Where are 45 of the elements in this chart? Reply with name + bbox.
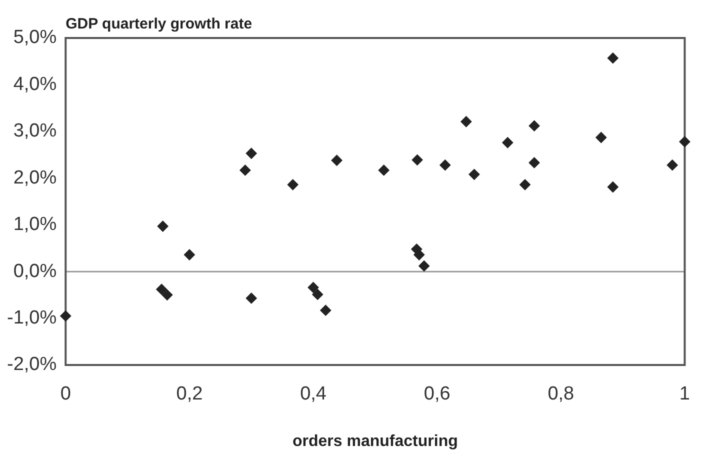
point — [308, 282, 319, 293]
point — [607, 182, 618, 193]
point — [460, 116, 472, 128]
point — [312, 288, 324, 300]
point — [666, 160, 678, 171]
x-tick-label: 0,6 — [424, 384, 450, 405]
y-tick-label: 0,0% — [13, 260, 57, 282]
point — [414, 249, 425, 260]
point — [60, 310, 72, 322]
point — [607, 52, 618, 64]
point — [596, 132, 607, 143]
y-tick-label: 3,0% — [13, 120, 57, 142]
point — [156, 284, 168, 295]
x-tick-label: 0,2 — [176, 384, 203, 405]
y-tick-label: 2,0% — [13, 167, 57, 188]
x-tick-label: 0,4 — [300, 384, 327, 405]
x-tick-label: 1 — [679, 384, 690, 405]
y-tick-label: 4,0% — [13, 74, 57, 95]
point — [418, 260, 430, 272]
point — [246, 292, 257, 304]
point — [412, 154, 423, 166]
y-tick-label: -1,0% — [6, 308, 57, 329]
point — [468, 168, 480, 180]
point — [184, 249, 195, 260]
y-tick-label: 1,0% — [13, 214, 57, 236]
x-axis-title: orders manufacturing — [292, 432, 458, 450]
point — [528, 120, 540, 132]
chart-title: GDP quarterly growth rate — [66, 16, 252, 33]
y-tick-label: -2,0% — [6, 354, 57, 376]
point — [440, 160, 451, 171]
point — [378, 164, 390, 176]
point — [287, 179, 298, 190]
point — [320, 304, 332, 316]
y-tick-label: 5,0% — [13, 27, 57, 48]
point — [519, 179, 530, 190]
point — [502, 137, 514, 148]
point — [157, 220, 168, 232]
point — [246, 148, 257, 159]
x-tick-label: 0 — [60, 384, 71, 405]
x-tick-label: 0,8 — [548, 384, 574, 405]
point — [528, 157, 540, 168]
point — [162, 289, 173, 300]
point — [679, 136, 690, 148]
point — [240, 164, 251, 176]
point — [331, 154, 342, 166]
